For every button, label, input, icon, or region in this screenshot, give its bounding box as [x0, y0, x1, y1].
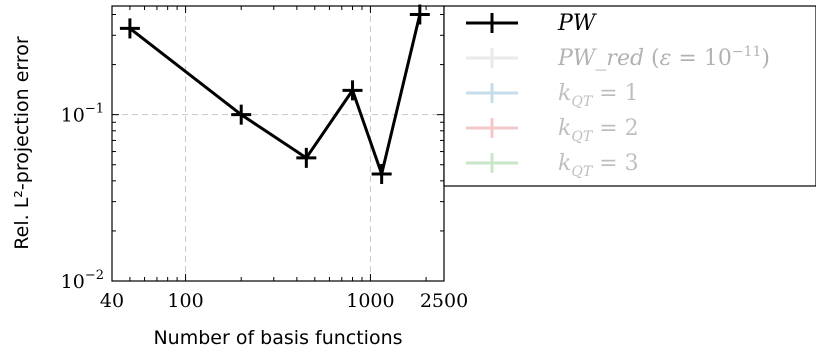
- x-tick-label: 1000: [346, 290, 394, 312]
- legend-label: kQT = 2: [558, 116, 639, 145]
- tick-labels: 40 100 1000 2500 10−2 10−1: [61, 102, 469, 312]
- plot-frame: [111, 5, 445, 282]
- x-axis-label: Number of basis functions: [153, 327, 402, 349]
- x-tick-label: 40: [100, 290, 124, 312]
- x-tick-label: 2500: [420, 290, 468, 312]
- legend-item: PW_red (ε = 10−11): [466, 44, 770, 71]
- x-tick-label: 100: [167, 290, 203, 312]
- legend-item: PW: [466, 11, 598, 36]
- grid: [112, 6, 444, 281]
- legend-box: [443, 5, 816, 187]
- series-layer: [119, 4, 430, 184]
- legend-item: kQT = 3: [466, 151, 639, 180]
- legend: PW PW_red (ε = 10−11) kQT = 1 kQT = 2 kQT = …: [443, 5, 816, 187]
- legend-label: PW_red (ε = 10−11): [557, 44, 770, 71]
- legend-label: kQT = 1: [558, 81, 639, 110]
- y-tick-label: 10−2: [61, 268, 104, 293]
- y-axis-label: Rel. L²-projection error: [11, 36, 33, 250]
- legend-item: kQT = 2: [466, 116, 639, 145]
- legend-label: PW: [557, 11, 598, 36]
- legend-item: kQT = 1: [466, 81, 639, 110]
- series-line: [129, 14, 422, 180]
- ticks: [111, 6, 444, 282]
- y-tick-label: 10−1: [61, 102, 104, 127]
- legend-label: kQT = 3: [558, 151, 639, 180]
- series-0: [119, 4, 430, 184]
